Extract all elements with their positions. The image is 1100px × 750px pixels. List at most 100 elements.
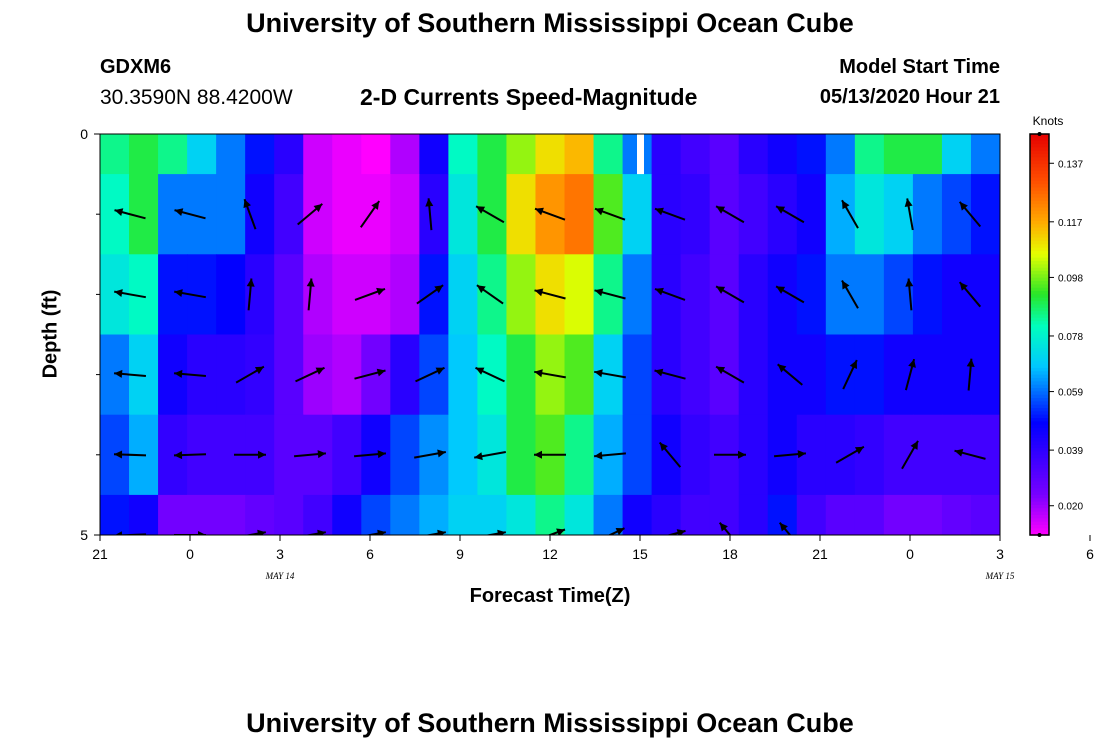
x-tick-label: 3 bbox=[996, 546, 1004, 562]
colorbar-segment bbox=[1030, 351, 1049, 356]
current-vector bbox=[534, 450, 566, 459]
heatmap-cell bbox=[129, 134, 159, 175]
colorbar-segment bbox=[1030, 224, 1049, 229]
heatmap-cell bbox=[100, 494, 130, 535]
current-vector bbox=[841, 199, 859, 229]
current-vector bbox=[1075, 288, 1100, 300]
colorbar-segment bbox=[1030, 428, 1049, 433]
heatmap-cell bbox=[883, 254, 914, 336]
vector-head bbox=[910, 440, 918, 450]
heatmap-cell bbox=[332, 254, 362, 336]
heatmap-cell bbox=[216, 174, 246, 255]
heatmap-cell bbox=[448, 174, 479, 255]
current-vector bbox=[842, 359, 858, 390]
x-date-label: MAY 15 bbox=[985, 571, 1015, 581]
heatmap-cell bbox=[187, 134, 217, 175]
colorbar-segment bbox=[1030, 381, 1049, 386]
current-vector bbox=[954, 448, 986, 460]
current-vector bbox=[354, 450, 386, 459]
vector-head bbox=[676, 529, 686, 535]
heatmap-cell bbox=[970, 414, 1000, 496]
current-vector bbox=[235, 365, 265, 384]
current-vector bbox=[715, 205, 745, 224]
heatmap-cell bbox=[303, 494, 333, 535]
heatmap-cell bbox=[941, 254, 972, 336]
colorbar-segment bbox=[1030, 418, 1049, 422]
heatmap-cell bbox=[912, 254, 943, 336]
colorbar-segment bbox=[1030, 311, 1049, 316]
current-vector bbox=[658, 441, 682, 468]
vector-head bbox=[315, 367, 325, 375]
current-vector bbox=[475, 205, 505, 224]
vector-head bbox=[1015, 208, 1024, 216]
current-vector bbox=[475, 366, 505, 383]
colorbar-tick-label: 0.039 bbox=[1058, 446, 1083, 457]
heatmap-cell bbox=[506, 134, 537, 175]
current-vector bbox=[835, 445, 865, 464]
heatmap-cell bbox=[941, 414, 972, 496]
current-vector bbox=[295, 366, 325, 383]
heatmap-cell bbox=[709, 334, 740, 416]
vector-head bbox=[594, 288, 604, 297]
heatmap-cell bbox=[941, 134, 972, 175]
colorbar-end-dot bbox=[1037, 533, 1042, 537]
heatmap-cell bbox=[274, 134, 304, 175]
heatmap-cell bbox=[825, 134, 856, 175]
colorbar-segment bbox=[1030, 357, 1049, 362]
colorbar-segment bbox=[1030, 468, 1049, 473]
colorbar-segment bbox=[1030, 174, 1049, 179]
colorbar-segment bbox=[1030, 498, 1049, 503]
current-vector bbox=[114, 369, 146, 378]
current-vector bbox=[775, 205, 805, 224]
current-vector bbox=[354, 287, 386, 301]
vector-head bbox=[716, 286, 726, 294]
colorbar: 0.137 0.117 0.098 0.078 0.059 0.039 0.020 bbox=[1029, 132, 1083, 537]
heatmap-cell bbox=[419, 334, 449, 416]
colorbar-segment bbox=[1030, 227, 1049, 232]
heatmap-cell bbox=[680, 254, 711, 336]
colorbar-segment bbox=[1030, 431, 1049, 436]
colorbar-segment bbox=[1030, 321, 1049, 326]
colorbar-segment bbox=[1030, 454, 1049, 459]
heatmap-cell bbox=[390, 414, 420, 496]
vector-head bbox=[425, 198, 434, 207]
heatmap-cell bbox=[361, 174, 391, 255]
colorbar-segment bbox=[1030, 524, 1049, 529]
heatmap-cell bbox=[361, 494, 391, 535]
vector-head bbox=[738, 450, 746, 459]
heatmap-cell bbox=[216, 254, 246, 336]
current-vector bbox=[414, 449, 446, 459]
vector-head bbox=[377, 529, 386, 535]
colorbar-segment bbox=[1030, 140, 1049, 145]
colorbar-segment bbox=[1030, 434, 1049, 439]
heatmap-cell bbox=[100, 134, 130, 175]
x-tick-label: 0 bbox=[906, 546, 914, 562]
colorbar-segment bbox=[1030, 374, 1049, 379]
vector-head bbox=[114, 289, 123, 297]
colorbar-segment bbox=[1030, 324, 1049, 329]
heatmap-cell bbox=[419, 134, 449, 175]
current-vector bbox=[306, 278, 315, 311]
missing-data-marker bbox=[637, 134, 644, 175]
vector-head bbox=[776, 206, 786, 214]
colorbar-segment bbox=[1030, 481, 1049, 486]
heatmap-cell bbox=[622, 414, 653, 496]
heatmap-cell bbox=[941, 334, 972, 416]
colorbar-segment bbox=[1030, 508, 1049, 513]
vector-head bbox=[655, 287, 664, 296]
vector-head bbox=[535, 207, 544, 216]
current-vector bbox=[354, 368, 386, 380]
current-vector bbox=[364, 529, 386, 535]
x-tick-label: 12 bbox=[542, 546, 558, 562]
current-vector bbox=[594, 451, 626, 460]
heatmap-cell bbox=[767, 254, 798, 336]
heatmap-cell bbox=[796, 254, 827, 336]
vector-shaft bbox=[1085, 440, 1096, 470]
current-vector bbox=[294, 450, 326, 459]
heatmap-cell bbox=[622, 494, 653, 535]
current-vector bbox=[714, 450, 746, 459]
vector-head bbox=[655, 207, 664, 216]
colorbar-segment bbox=[1030, 347, 1049, 352]
vector-head bbox=[594, 451, 603, 460]
